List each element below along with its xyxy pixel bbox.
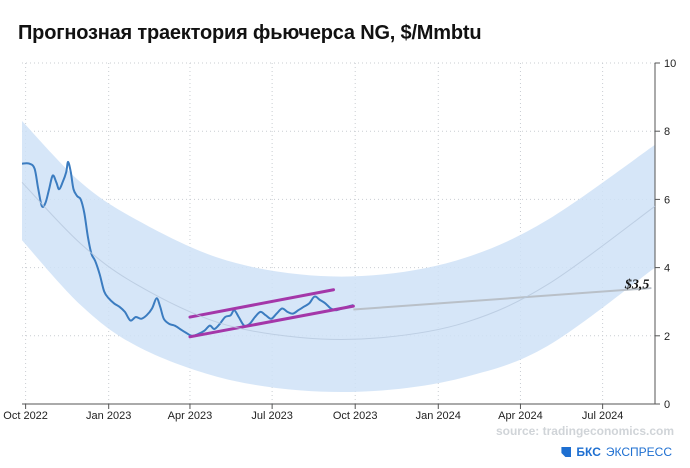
x-tick-label-7: Jul 2024 bbox=[582, 410, 624, 422]
forecast-band bbox=[22, 121, 655, 393]
y-tick-label-5: 10 bbox=[664, 58, 676, 70]
series-forecast bbox=[353, 287, 652, 311]
brand-mark-icon bbox=[561, 447, 572, 457]
x-tick-label-6: Apr 2024 bbox=[498, 410, 543, 422]
y-tick-label-1: 2 bbox=[664, 331, 670, 343]
series-price bbox=[21, 160, 354, 337]
annotations: $3,5 bbox=[624, 278, 650, 293]
series-channel-upper bbox=[188, 288, 336, 319]
source-note: source: tradingeconomics.com bbox=[495, 424, 674, 438]
forecast-band-area bbox=[22, 121, 655, 393]
x-tick-label-3: Jul 2023 bbox=[251, 410, 293, 422]
x-tick-label-1: Jan 2023 bbox=[86, 410, 131, 422]
x-tick-label-4: Oct 2023 bbox=[333, 410, 378, 422]
chart-title: Прогнозная траектория фьючерса NG, $/Mmb… bbox=[18, 22, 482, 44]
x-tick-label-0: Oct 2022 bbox=[3, 410, 48, 422]
tick-labels: Oct 2022 Jan 2023 Apr 2023 Jul 2023 Oct 2023… bbox=[3, 58, 676, 422]
x-tick-label-2: Apr 2023 bbox=[168, 410, 213, 422]
y-tick-label-2: 4 bbox=[664, 263, 670, 275]
brand-sub: ЭКСПРЕСС bbox=[605, 445, 672, 459]
series-lines bbox=[21, 160, 656, 340]
y-tick-label-3: 6 bbox=[664, 194, 670, 206]
annotation-label-0: $3,5 bbox=[624, 278, 650, 293]
brand-logo: БКС ЭКСПРЕСС bbox=[561, 445, 672, 459]
axes bbox=[22, 62, 660, 409]
y-tick-label-0: 0 bbox=[664, 399, 670, 411]
x-tick-label-5: Jan 2024 bbox=[416, 410, 461, 422]
brand-name: БКС bbox=[576, 445, 601, 459]
series-band-center bbox=[21, 181, 656, 340]
y-tick-label-4: 8 bbox=[664, 126, 670, 138]
series-channel-lower bbox=[188, 304, 355, 339]
